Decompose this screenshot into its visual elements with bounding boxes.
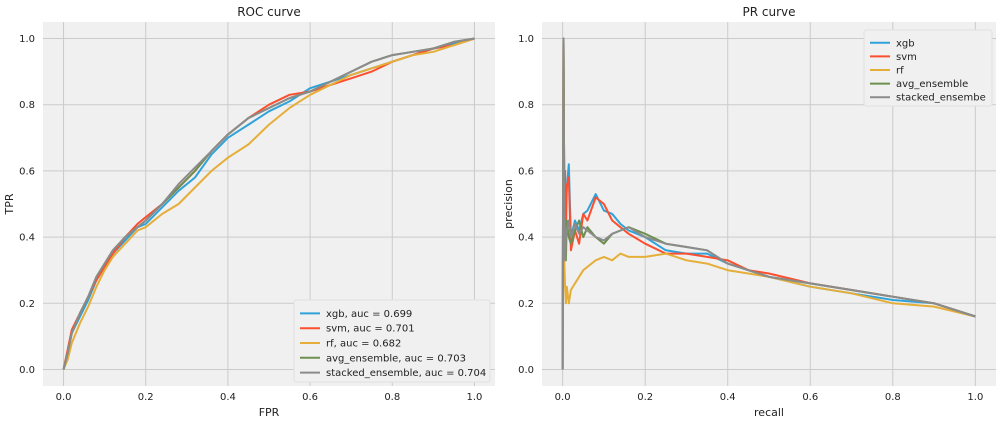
roc-series-group [62,37,475,370]
roc-y-tick-label: 1.0 [19,34,35,45]
roc-legend-entry-rf: rf, auc = 0.682 [326,339,401,350]
pr-series-line-svm [561,37,976,370]
pr-x-tick-label: 0.0 [555,392,571,403]
pr-y-tick-label: 0.2 [518,299,534,310]
roc-series-line-rf [62,37,475,370]
pr-x-tick-label: 0.4 [720,392,736,403]
pr-x-axis-label: recall [754,406,784,419]
roc-x-axis-label: FPR [259,406,280,419]
pr-x-tick-label: 0.6 [802,392,818,403]
roc-legend: xgb, auc = 0.699 svm, auc = 0.701 rf, auc … [293,299,491,383]
pr-x-tick-label: 1.0 [967,392,983,403]
pr-y-axis-label: precision [502,179,515,229]
pr-x-tick-label: 0.8 [885,392,901,403]
pr-legend-entry-rf: rf [896,66,904,77]
pr-series-line-rf [561,37,976,370]
roc-y-tick-label: 0.4 [19,233,35,244]
roc-y-tick-label: 0.6 [19,166,35,177]
pr-legend-entry-stacked-ensemble: stacked_ensembe [896,93,986,104]
roc-y-tick-label: 0.8 [19,100,35,111]
pr-x-tick-label: 0.2 [637,392,653,403]
roc-y-tick-label: 0.0 [19,365,35,376]
pr-chart-panel: 0.0 0.2 0.4 0.6 0.8 1.0 0.0 0.2 0.4 0.6 0.8 1.0 PR c… [502,5,996,419]
roc-legend-entry-svm: svm, auc = 0.701 [326,324,415,335]
roc-x-tick-label: 0.0 [56,392,72,403]
roc-legend-entry-xgb: xgb, auc = 0.699 [326,309,412,320]
pr-y-tick-label: 0.6 [518,166,534,177]
roc-legend-entry-avg-ensemble: avg_ensemble, auc = 0.703 [326,353,466,364]
pr-legend-entry-svm: svm [896,52,917,63]
roc-chart-title: ROC curve [237,5,301,19]
roc-x-tick-label: 0.6 [302,392,318,403]
pr-y-tick-label: 0.0 [518,365,534,376]
roc-legend-entry-stacked-ensemble: stacked_ensemble, auc = 0.704 [326,368,486,379]
pr-legend-entry-xgb: xgb [896,38,915,49]
roc-chart-panel: 0.0 0.2 0.4 0.6 0.8 1.0 0.0 0.2 0.4 0.6 0.8 1.0 ROC … [3,5,495,419]
roc-x-tick-label: 0.2 [138,392,154,403]
pr-legend-entry-avg-ensemble: avg_ensemble [896,79,968,90]
roc-x-tick-label: 0.8 [384,392,400,403]
pr-series-line-stacked-ensemble [561,37,976,370]
roc-x-tick-label: 0.4 [220,392,236,403]
pr-y-tick-label: 0.8 [518,100,534,111]
roc-x-tick-label: 1.0 [467,392,483,403]
pr-y-tick-label: 0.4 [518,233,534,244]
pr-y-tick-label: 1.0 [518,34,534,45]
roc-y-axis-label: TPR [3,193,16,215]
roc-series-line-stacked-ensemble [62,37,475,370]
roc-y-tick-label: 0.2 [19,299,35,310]
pr-chart-title: PR curve [742,5,795,19]
pr-legend-box [863,29,993,107]
roc-legend-box [293,299,491,383]
pr-legend: xgb svm rf avg_ensemble stacked_ensembe [863,29,993,107]
pr-series-group [561,37,976,370]
